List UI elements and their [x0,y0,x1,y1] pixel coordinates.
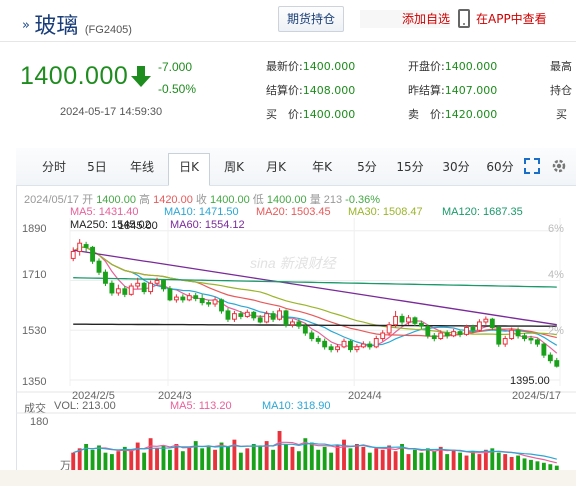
info-low: 1400.00 [266,194,307,206]
stock-name: 玻璃 [34,14,79,39]
field-value: 1400.000 [302,60,356,73]
info-low-label: 低 [252,194,264,206]
stock-name-block: » 玻璃 (FG2405) [22,8,132,40]
field-value: 1400.000 [302,108,356,121]
field-value: 1407.000 [444,84,498,97]
tab-60min[interactable]: 60分 [486,160,514,174]
quote-field-open: 开盘价:1400.000 [408,58,497,74]
tab-intraday[interactable]: 分时 [41,160,66,174]
quote-field-latest: 最新价:1400.000 [266,58,355,74]
info-close-label: 收 [195,194,207,206]
field-value: 1420.000 [444,108,498,121]
field-label: 买 价: [266,108,303,121]
tab-5day[interactable]: 5日 [87,160,107,174]
info-open-label: 开 [82,194,94,206]
quote-field-bid: 买 价:1400.000 [266,106,355,122]
stock-code: (FG2405) [84,24,132,36]
ma10-label: MA10: 1471.50 [164,206,239,218]
price-change-percent: -0.50% [158,82,197,96]
quote-field-bid-vol: 买 [556,106,567,122]
view-in-app-label: 在APP中查看 [476,12,547,26]
quote-timestamp: 2024-05-17 14:59:30 [60,106,163,118]
volume-ma5-label: MA5: 113.20 [170,400,232,412]
ma30-label: MA30: 1508.47 [348,206,423,218]
tab-30min[interactable]: 30分 [442,160,470,174]
tab-daily-k[interactable]: 日K [168,153,210,186]
quote-field-high: 最高 [550,58,572,74]
ma60-label: MA60: 1554.12 [170,219,245,231]
tab-yearline[interactable]: 年线 [129,160,154,174]
info-pct: -0.36% [345,194,381,206]
field-label: 昨结算: [408,84,445,97]
tab-15min[interactable]: 15分 [396,160,424,174]
field-label: 最新价: [266,60,303,73]
info-vol-label: 量 [309,194,321,206]
fullscreen-icon[interactable] [524,158,540,174]
field-label: 最高 [550,60,572,73]
quote-header: » 玻璃 (FG2405) 期货持仓 添加自选 在APP中查看 [0,0,576,42]
futures-position-button[interactable]: 期货持仓 [278,6,344,32]
info-close: 1400.00 [209,194,250,206]
bottom-bar [0,470,576,486]
candle-info-line: 2024/05/17 开 1400.00 高 1420.00 收 1400.00… [24,191,380,207]
quote-field-ask: 卖 价:1420.000 [408,106,497,122]
field-label: 持仓 [550,84,572,97]
current-price: 1400.000 [20,62,129,90]
tab-weekly-k[interactable]: 周K [224,160,244,174]
down-arrow-icon [131,66,151,87]
ma120-label: MA120: 1687.35 [442,206,523,218]
phone-icon [458,9,470,28]
quote-field-open-interest: 持仓 [550,82,572,98]
settings-icon[interactable] [550,157,568,175]
field-label: 开盘价: [408,60,445,73]
info-high-label: 高 [139,194,151,206]
add-favorite-button[interactable]: 添加自选 [360,10,450,28]
volume-info-line: 成交 [24,400,46,416]
tab-monthly-k[interactable]: 月K [266,160,286,174]
info-date: 2024/05/17 [24,194,80,206]
tab-5min[interactable]: 5分 [357,160,377,174]
field-label: 卖 价: [408,108,445,121]
field-label: 买 [556,108,567,121]
view-in-app-button[interactable]: 在APP中查看 [458,8,547,30]
ma5-label: MA5: 1431.40 [70,206,139,218]
info-high: 1420.00 [153,194,193,206]
quote-field-settlement: 结算价:1408.000 [266,82,355,98]
ma20-label: MA20: 1503.45 [256,206,331,218]
field-label: 结算价: [266,84,303,97]
tab-yearly-k[interactable]: 年K [312,160,332,174]
volume-label: 成交 [24,403,46,415]
name-prefix-icon: » [22,18,30,33]
volume-ma10-label: MA10: 318.90 [262,400,331,412]
info-vol: 213 [323,194,343,206]
info-open: 1400.00 [96,194,136,206]
quote-field-prev-settlement: 昨结算:1407.000 [408,82,497,98]
ma250-label: MA250: 1545.02 [70,219,151,231]
volume-vol-label: VOL: 213.00 [54,400,116,412]
period-tabs: 分时 5日 年线 日K 周K 月K 年K 5分 15分 30分 60分 [16,148,576,186]
field-value: 1408.000 [302,84,356,97]
field-value: 1400.000 [444,60,498,73]
price-change: -7.000 [158,60,193,74]
